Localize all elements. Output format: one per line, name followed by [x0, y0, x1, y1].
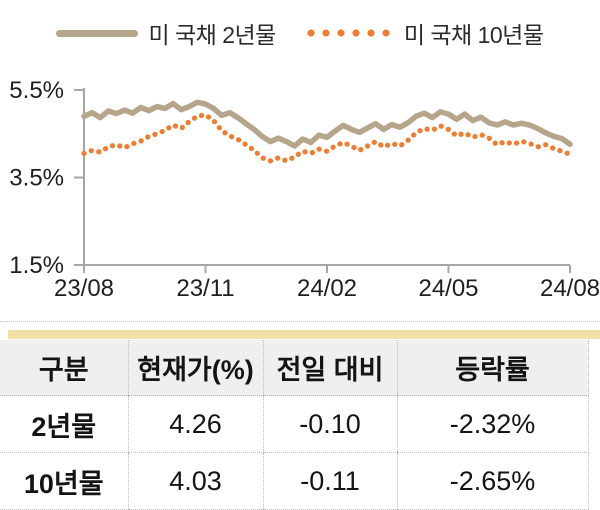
table-top-divider [0, 321, 600, 322]
table-row-2y: 2년물 4.26 -0.10 -2.32% [0, 395, 589, 453]
x-tick-label: 23/11 [176, 275, 234, 302]
table-accent-bar [8, 330, 600, 339]
price-2y: 4.26 [127, 395, 263, 453]
bond-yield-chart: 5.5% 3.5% 1.5%23/08 23/11 24/02 24/05 24/08 [9, 77, 600, 302]
col-header-category: 구분 [0, 340, 128, 396]
price-10y: 4.03 [127, 452, 263, 510]
bond-table-section: 구분 현재가(%) 전일 대비 등락률 2년물 4.26 -0.10 -2.32… [0, 321, 600, 510]
legend-dots-swatch-10y [303, 29, 394, 37]
daily-change-10y: -0.11 [262, 452, 397, 510]
bond-table: 구분 현재가(%) 전일 대비 등락률 2년물 4.26 -0.10 -2.32… [0, 340, 589, 510]
col-header-daily-change: 전일 대비 [262, 340, 397, 396]
x-tick-label: 24/02 [297, 275, 357, 302]
y-tick-label: 1.5% [9, 252, 64, 279]
x-tick-label: 24/08 [540, 275, 600, 302]
legend-item-2y: 미 국채 2년물 [56, 16, 276, 50]
chart-axis-labels: 5.5% 3.5% 1.5%23/08 23/11 24/02 24/05 24/08 [9, 77, 600, 302]
legend-label-2y: 미 국채 2년물 [148, 22, 276, 48]
table-row-10y: 10년물 4.03 -0.11 -2.65% [0, 452, 589, 510]
series-us2y-line [81, 99, 573, 149]
x-tick-label: 23/08 [54, 275, 114, 302]
row-label-10y: 10년물 [0, 452, 128, 510]
y-tick-label: 5.5% [9, 77, 64, 104]
row-label-2y: 2년물 [0, 395, 128, 453]
change-pct-2y: -2.32% [396, 395, 589, 453]
legend-line-swatch-2y [56, 29, 139, 37]
legend-item-10y: 미 국채 10년물 [303, 16, 544, 50]
table-header-row: 구분 현재가(%) 전일 대비 등락률 [0, 340, 589, 396]
col-header-change-pct: 등락률 [396, 340, 589, 396]
series-us10y-line [81, 112, 573, 164]
legend-label-10y: 미 국채 10년물 [403, 22, 544, 48]
col-header-current-price: 현재가(%) [127, 340, 263, 396]
y-tick-label: 3.5% [9, 165, 64, 192]
daily-change-2y: -0.10 [262, 395, 397, 453]
chart-series [81, 99, 573, 164]
chart-axes [74, 88, 571, 273]
x-tick-label: 24/05 [418, 275, 478, 302]
change-pct-10y: -2.65% [396, 452, 589, 510]
chart-legend: 미 국채 2년물 미 국채 10년물 [0, 16, 600, 50]
